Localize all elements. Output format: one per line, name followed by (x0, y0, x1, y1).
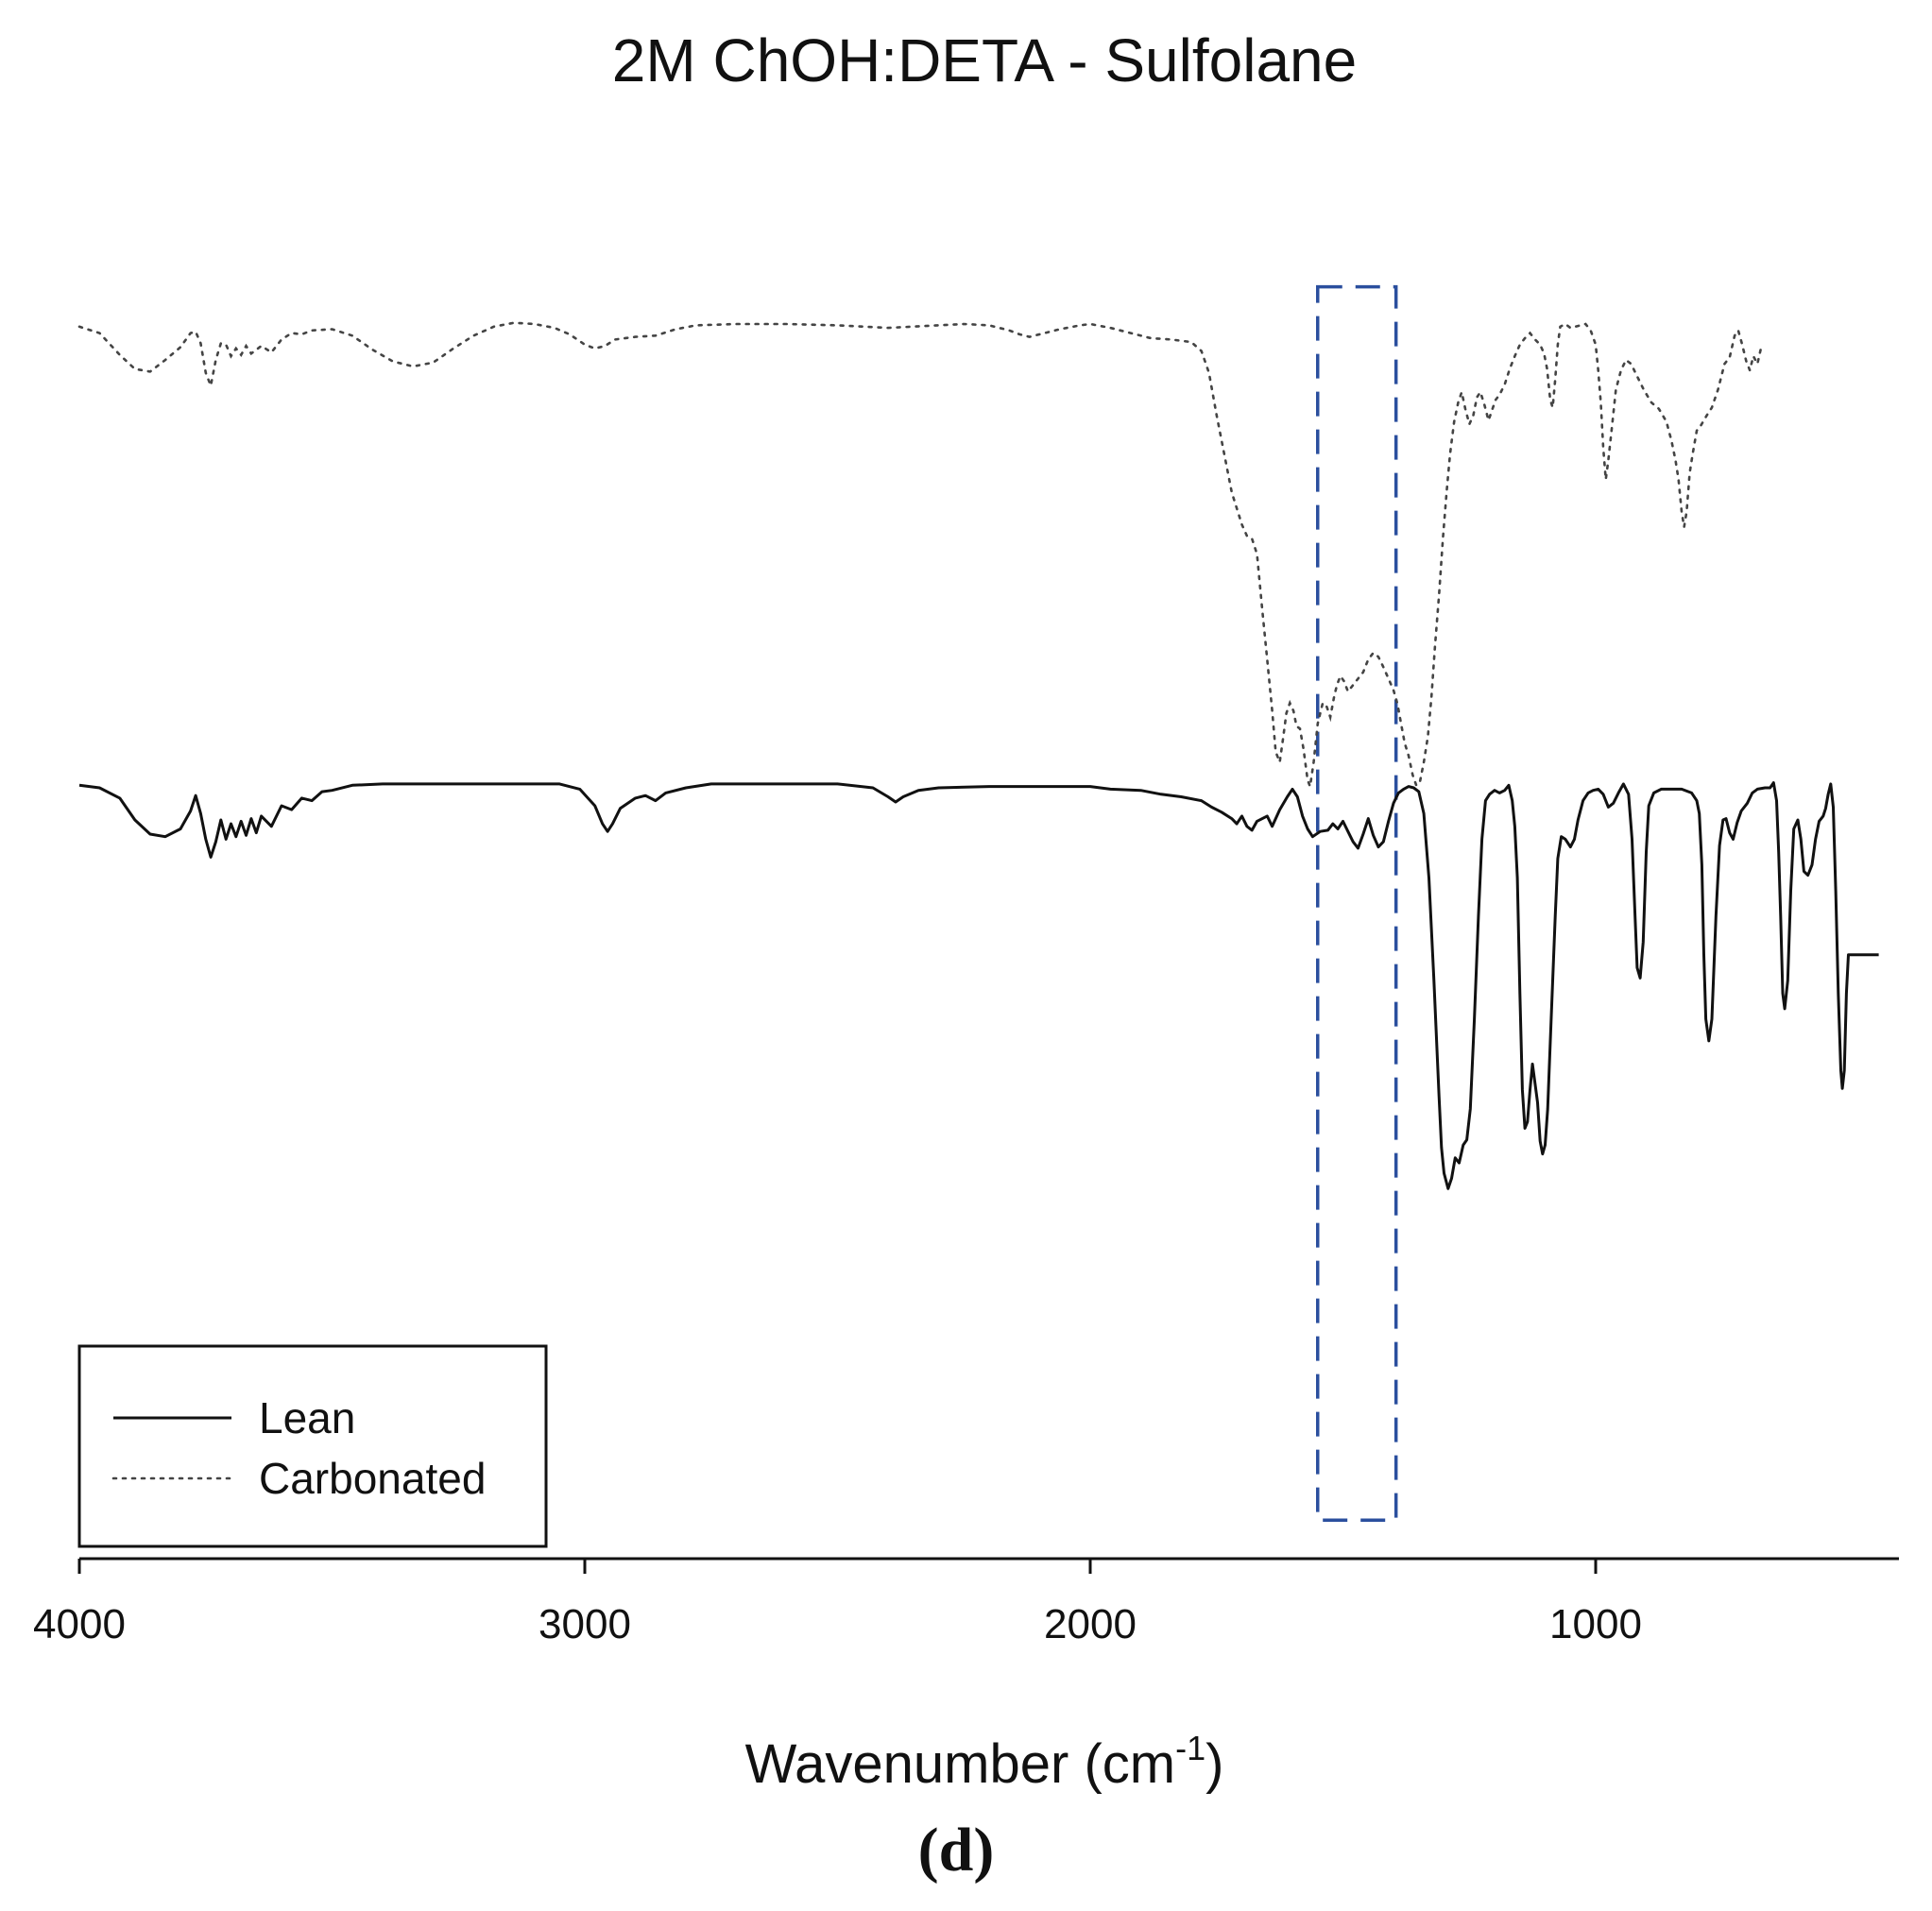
x-tick-label: 3000 (539, 1601, 631, 1647)
x-axis-label: Wavenumber (cm-1) (745, 1729, 1224, 1795)
legend: Lean Carbonated (77, 1344, 548, 1548)
x-tick-label: 1000 (1549, 1601, 1642, 1647)
x-tick-label: 4000 (33, 1601, 126, 1647)
legend-box (77, 1344, 548, 1548)
highlight-region (1316, 284, 1398, 1522)
chart-title: 2M ChOH:DETA - Sulfolane (612, 26, 1357, 94)
panel-label: (d) (918, 1816, 995, 1885)
legend-lean-label: Lean (259, 1393, 355, 1442)
plot-area (77, 284, 1879, 1522)
carbonated-spectrum-line (77, 321, 1763, 792)
x-axis-label-name: Wavenumber (745, 1733, 1069, 1795)
x-axis-label-unit: cm (1103, 1733, 1175, 1795)
x-axis: 4000 3000 2000 1000 (33, 1557, 1899, 1647)
x-axis-label-paren-close: ) (1205, 1733, 1223, 1795)
x-tick-label: 2000 (1044, 1601, 1137, 1647)
x-axis-label-unit-exponent: -1 (1175, 1729, 1205, 1767)
x-axis-label-paren-open: ( (1069, 1733, 1102, 1795)
legend-carbonated-label: Carbonated (259, 1454, 486, 1503)
lean-spectrum-line (78, 781, 1879, 1190)
x-ticks: 4000 3000 2000 1000 (33, 1559, 1642, 1647)
